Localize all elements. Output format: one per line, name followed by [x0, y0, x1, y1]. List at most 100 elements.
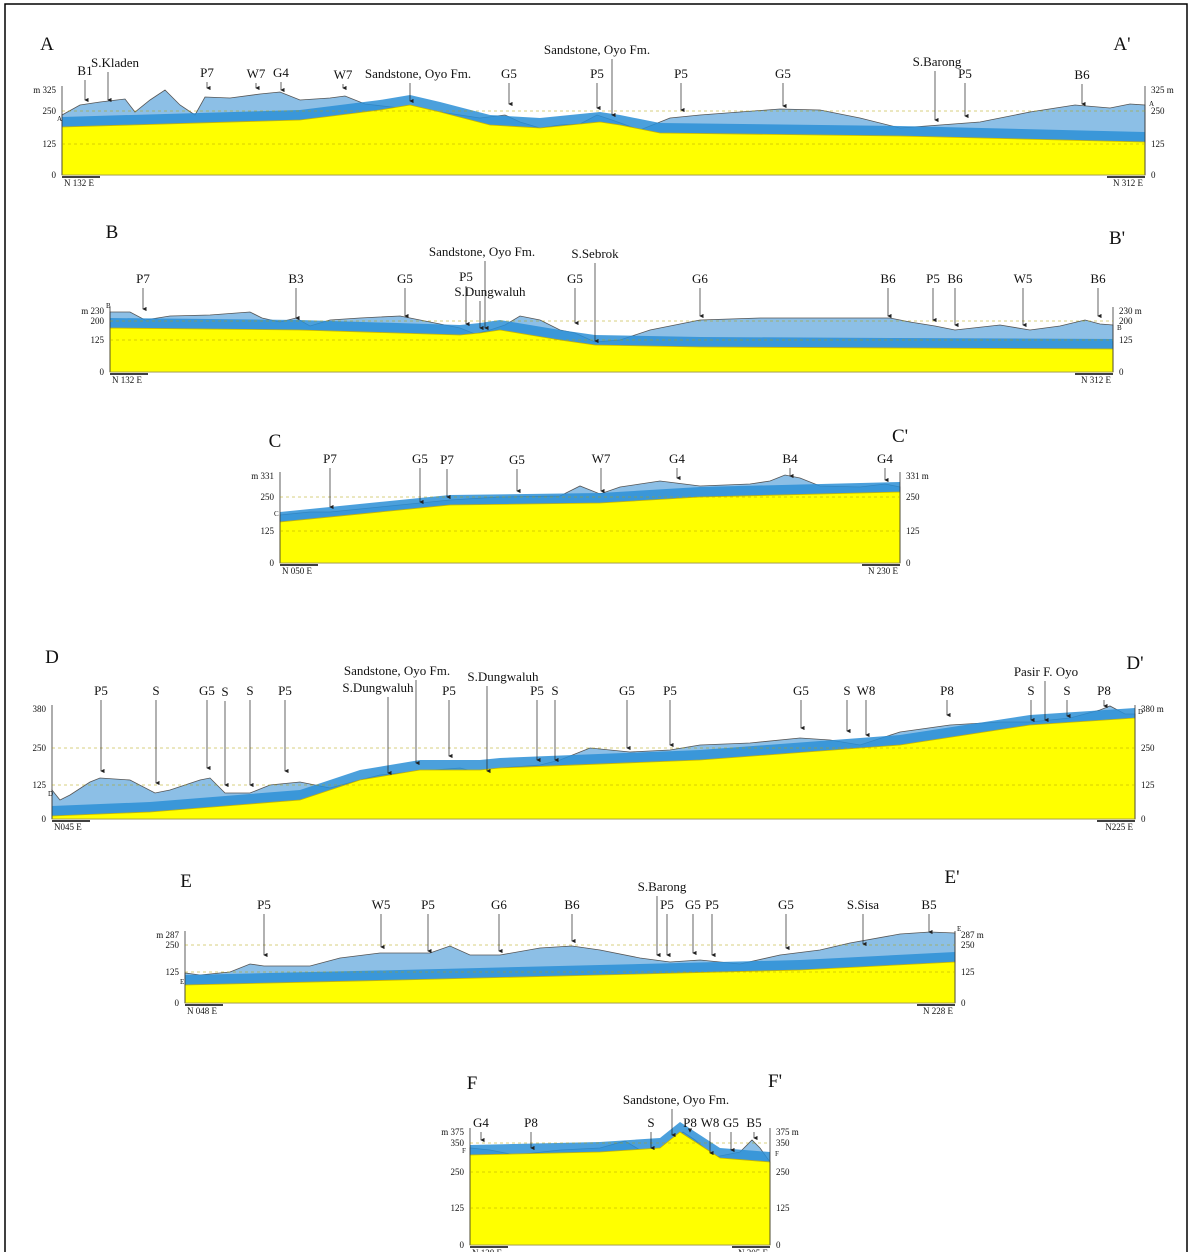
end-mark: E: [180, 978, 184, 986]
axis-label: 0: [42, 814, 47, 824]
site-label: W8: [701, 1115, 720, 1130]
axis-label: 250: [451, 1167, 465, 1177]
axis-label: 125: [1151, 139, 1165, 149]
site-label: P5: [705, 897, 719, 912]
axis-label: 350: [776, 1138, 790, 1148]
bearing: N 050 E: [282, 566, 312, 576]
site-label: S.Kladen: [91, 55, 140, 70]
section-start: D: [45, 647, 59, 668]
site-label: P5: [421, 897, 435, 912]
end-mark: D: [1138, 708, 1143, 716]
axis-label: 287 m: [961, 930, 984, 940]
site-label: G4: [273, 65, 289, 80]
section-end: A': [1113, 34, 1130, 55]
axis-label: m 375: [441, 1127, 464, 1137]
site-label: S: [1063, 683, 1070, 698]
site-label: S.Sisa: [847, 897, 879, 912]
site-label: P5: [674, 66, 688, 81]
site-label: P5: [926, 271, 940, 286]
bearing: N045 E: [54, 822, 82, 832]
end-mark: F: [775, 1150, 779, 1158]
axis-label: 125: [906, 526, 920, 536]
axis-label: 0: [100, 367, 105, 377]
section-end: E': [944, 867, 959, 888]
axis-label: 125: [1119, 335, 1133, 345]
site-label: P5: [530, 683, 544, 698]
site-label: Sandstone, Oyo Fm.: [344, 663, 450, 678]
sandstone: [109, 327, 1114, 373]
site-label: G4: [877, 451, 893, 466]
site-label: G5: [775, 66, 791, 81]
site-label: P7: [440, 452, 454, 467]
axis-label: 250: [166, 940, 180, 950]
axis-label: 125: [261, 526, 275, 536]
site-label: S: [647, 1115, 654, 1130]
site-label: G5: [793, 683, 809, 698]
axis-label: 125: [43, 139, 57, 149]
axis-label: 0: [460, 1240, 465, 1250]
bearing: N 230 E: [868, 566, 898, 576]
axis-label: 0: [52, 170, 57, 180]
bearing: N 128 E: [472, 1248, 502, 1252]
site-label: W7: [247, 66, 266, 81]
axis-label: 200: [1119, 316, 1133, 326]
end-mark: E: [957, 925, 961, 933]
site-label: G5: [509, 452, 525, 467]
site-label: P7: [136, 271, 150, 286]
site-label: G5: [412, 451, 428, 466]
site-label: G5: [723, 1115, 739, 1130]
axis-label: 0: [270, 558, 275, 568]
axis-label: 230 m: [1119, 306, 1142, 316]
end-mark: B: [1117, 324, 1122, 332]
site-label: G6: [692, 271, 708, 286]
axis-label: 0: [906, 558, 911, 568]
section-start: C: [269, 431, 282, 452]
site-label: S: [152, 683, 159, 698]
site-label: Sandstone, Oyo Fm.: [623, 1092, 729, 1107]
site-label: W7: [592, 451, 611, 466]
cover-layer-mid: [470, 1122, 770, 1162]
site-label: P7: [200, 65, 214, 80]
site-label: P5: [442, 683, 456, 698]
axis-label: 250: [1151, 106, 1165, 116]
site-label: W5: [372, 897, 391, 912]
site-label: W5: [1014, 271, 1033, 286]
axis-label: m 230: [81, 306, 104, 316]
axis-label: 250: [776, 1167, 790, 1177]
axis-label: 250: [906, 492, 920, 502]
axis-label: 325 m: [1151, 85, 1174, 95]
site-label: B6: [947, 271, 963, 286]
bearing: N 132 E: [64, 178, 94, 188]
site-label: Sandstone, Oyo Fm.: [544, 42, 650, 57]
axis-label: 125: [776, 1203, 790, 1213]
site-label: G4: [669, 451, 685, 466]
bearing: N 312 E: [1081, 375, 1111, 385]
site-label: B5: [746, 1115, 761, 1130]
axis-label: 125: [166, 967, 180, 977]
site-label: G5: [685, 897, 701, 912]
axis-label: 0: [1151, 170, 1156, 180]
axis-label: 380: [33, 704, 47, 714]
section-start: F: [467, 1073, 478, 1094]
bearing: N225 E: [1105, 822, 1133, 832]
page-border: [4, 3, 1188, 1252]
site-label: P7: [323, 451, 337, 466]
site-label: P5: [94, 683, 108, 698]
end-mark: B: [106, 302, 111, 310]
site-label: P5: [459, 269, 473, 284]
bearing: N 048 E: [187, 1006, 217, 1016]
bearing: N 312 E: [1113, 178, 1143, 188]
axis-label: 380 m: [1141, 704, 1164, 714]
cover-layer-mid: [52, 708, 1135, 816]
site-label: S.Dungwaluh: [467, 669, 539, 684]
site-label: G4: [473, 1115, 489, 1130]
site-label: P5: [663, 683, 677, 698]
end-mark: D: [48, 790, 53, 798]
axis-label: 125: [1141, 780, 1155, 790]
axis-label: m 287: [156, 930, 179, 940]
axis-label: 250: [43, 106, 57, 116]
axis-label: 250: [33, 743, 47, 753]
axis-label: 0: [1141, 814, 1146, 824]
site-label: S.Sebrok: [571, 246, 619, 261]
